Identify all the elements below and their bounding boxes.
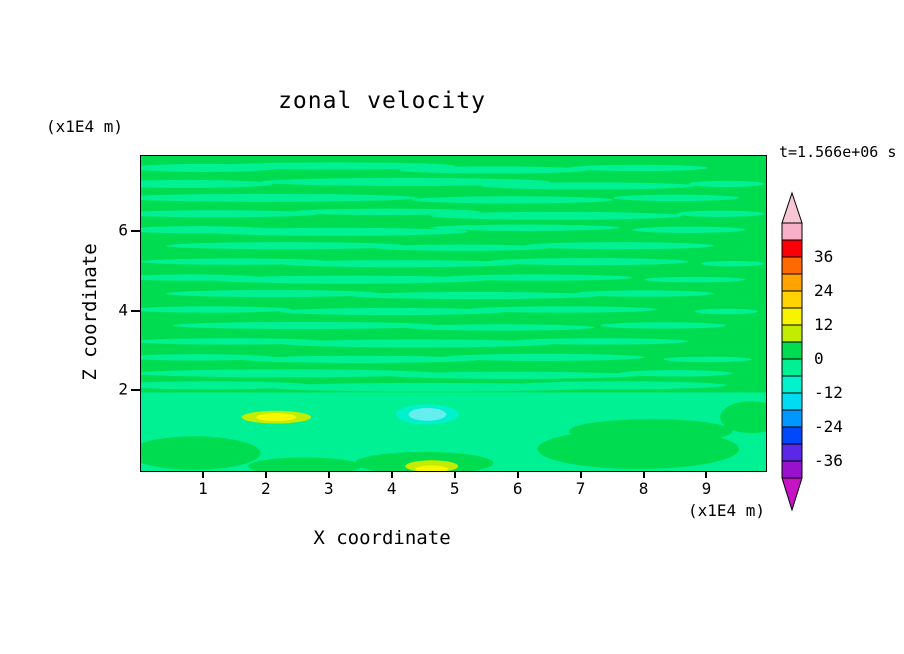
x-tick-label: 2 [261,479,271,498]
x-tick-mark [705,471,708,478]
x-tick-mark [579,471,582,478]
y-tick-mark [131,229,140,232]
colorbar-tick-label: 0 [814,349,824,368]
x-tick-label: 7 [575,479,586,498]
x-tick-label: 1 [198,479,208,498]
colorbar-tick-label: 36 [814,247,833,266]
colorbar: 36 24 12 0 -12 -24 -36 [781,191,843,512]
x-tick-label: 4 [386,479,397,498]
x-tick-label: 6 [512,479,523,498]
plot-area [140,155,767,472]
x-tick-mark [201,471,204,478]
y-tick-mark [131,309,140,312]
x-tick-mark [453,471,456,478]
x-tick-label: 9 [701,479,712,498]
x-tick-mark [516,471,519,478]
x-tick-mark [264,471,267,478]
x-tick-mark [327,471,330,478]
time-label: t=1.566e+06 s [779,143,897,161]
colorbar-tick-label: -24 [814,417,843,436]
x-axis-unit-label: (x1E4 m) [688,501,766,520]
x-tick-mark [390,471,393,478]
colorbar-tick-label: -36 [814,451,843,470]
colorbar-tick-label: -12 [814,383,843,402]
x-tick-label: 5 [449,479,460,498]
chart-title: zonal velocity [278,88,486,114]
y-tick-mark [131,389,140,392]
colorbar-tick-label: 12 [814,315,833,334]
colorbar-tick-label: 24 [814,281,833,300]
contour-field [141,156,766,471]
x-tick-label: 3 [323,479,334,498]
y-axis-unit-label: (x1E4 m) [46,117,124,136]
y-axis-label: Z coordinate [79,243,101,381]
x-tick-label: 8 [638,479,649,498]
x-axis-label: X coordinate [313,527,451,549]
x-tick-mark [642,471,645,478]
